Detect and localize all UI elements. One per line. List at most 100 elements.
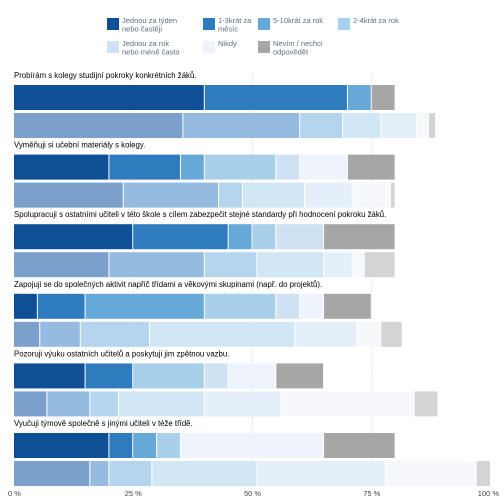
comparison-bar-segment: [14, 182, 123, 208]
bar-segment: [324, 293, 371, 319]
bar-segment: [180, 154, 204, 180]
comparison-bar-segment: [352, 252, 364, 278]
bar-segment: [276, 154, 300, 180]
legend-label: 5-10krát za rok: [273, 16, 323, 25]
question-label: Vyměňuji si učební materiály s kolegy.: [14, 141, 145, 150]
comparison-bar-segment: [109, 252, 204, 278]
bar-segment: [324, 224, 395, 250]
bar-segment: [228, 224, 252, 250]
comparison-bar-segment: [14, 461, 90, 486]
legend-label: Jednou za rok: [122, 39, 169, 48]
bar-segment: [133, 224, 228, 250]
comparison-bar-segment: [14, 391, 47, 417]
bar-segment: [300, 154, 347, 180]
comparison-bar-segment: [300, 113, 343, 138]
legend-label: Jednou za týden: [122, 16, 177, 25]
question-label: Vyučuji týmově společně s jinými učiteli…: [14, 419, 193, 428]
bar-segment: [252, 224, 276, 250]
comparison-bar-segment: [257, 252, 324, 278]
comparison-bar-segment: [109, 461, 152, 486]
comparison-bar-segment: [386, 461, 476, 486]
legend-label: 1-3krát za: [218, 16, 252, 25]
bar-segment: [109, 154, 180, 180]
bar-segment: [133, 433, 157, 458]
comparison-bar-segment: [352, 182, 390, 208]
x-tick-label: 25 %: [125, 489, 142, 498]
bar-segment: [324, 433, 395, 458]
comparison-bar-segment: [183, 113, 300, 138]
comparison-bar-segment: [149, 321, 295, 347]
comparison-bar-segment: [417, 113, 428, 138]
comparison-bar-segment: [381, 113, 417, 138]
x-tick-label: 100 %: [478, 489, 500, 498]
x-tick-label: 75 %: [363, 489, 380, 498]
legend-label: Nevím / nechci: [273, 39, 323, 48]
comparison-bar-segment: [304, 182, 352, 208]
bar-segment: [347, 154, 395, 180]
comparison-bar-segment: [118, 391, 204, 417]
bar-segment: [228, 363, 276, 389]
comparison-bar-segment: [219, 182, 242, 208]
legend-swatch: [203, 41, 215, 53]
comparison-bar-segment: [90, 461, 109, 486]
x-tick-label: 0 %: [8, 489, 21, 498]
comparison-bar-segment: [14, 252, 109, 278]
comparison-bar-segment: [14, 321, 40, 347]
bar-segment: [204, 293, 276, 319]
question-label: Probírám s kolegy studijní pokroky konkr…: [14, 71, 196, 80]
legend-label: odpovědět: [273, 48, 309, 57]
comparison-bar-segment: [390, 182, 395, 208]
bar-segment: [371, 85, 395, 110]
legend-label: měsíc: [218, 25, 238, 34]
x-axis: 0 % 25 % 50 % 75 % 100 %: [8, 489, 499, 498]
bar-segment: [109, 433, 133, 458]
comparison-bar-segment: [324, 252, 352, 278]
comparison-bar-segment: [123, 182, 219, 208]
comparison-bar-segment: [295, 321, 357, 347]
comparison-bar-segment: [204, 252, 257, 278]
comparison-bar-segment: [47, 391, 90, 417]
question-label: Zapojuji se do společných aktivit napříč…: [14, 280, 322, 289]
bar-segment: [180, 433, 324, 458]
comparison-bar-segment: [80, 321, 149, 347]
comparison-bar-segment: [90, 391, 118, 417]
bar-segment: [133, 363, 204, 389]
bar-segment: [347, 85, 371, 110]
question-groups: Probírám s kolegy studijní pokroky konkr…: [14, 71, 490, 486]
bar-segment: [204, 85, 347, 110]
legend-label: nebo méně často: [122, 48, 180, 57]
comparison-bar-segment: [14, 113, 183, 138]
comparison-bar-segment: [414, 391, 438, 417]
bar-segment: [14, 363, 85, 389]
bar-segment: [37, 293, 85, 319]
legend-swatch: [258, 18, 270, 30]
comparison-bar-segment: [357, 321, 381, 347]
comparison-bar-segment: [152, 461, 257, 486]
legend-swatch: [107, 18, 119, 30]
bar-segment: [300, 293, 324, 319]
bar-segment: [14, 293, 37, 319]
bar-segment: [157, 433, 180, 458]
bar-segment: [14, 224, 133, 250]
bar-segment: [85, 363, 133, 389]
comparison-bar-segment: [428, 113, 436, 138]
legend-swatch: [338, 18, 350, 30]
comparison-bar-segment: [204, 391, 281, 417]
gridlines: [132, 72, 373, 486]
comparison-bar-segment: [281, 391, 414, 417]
bar-segment: [276, 363, 324, 389]
legend-swatch: [107, 41, 119, 53]
bar-segment: [85, 293, 204, 319]
bar-segment: [14, 433, 109, 458]
comparison-bar-segment: [40, 321, 80, 347]
bar-segment: [276, 293, 300, 319]
legend-swatch: [258, 41, 270, 53]
bar-segment: [14, 154, 109, 180]
legend-swatch: [203, 18, 215, 30]
legend-label: 2-4krát za rok: [353, 16, 399, 25]
comparison-bar-segment: [364, 252, 395, 278]
legend-label: nebo častěji: [122, 25, 162, 34]
legend-label: Nikdy: [218, 39, 237, 48]
